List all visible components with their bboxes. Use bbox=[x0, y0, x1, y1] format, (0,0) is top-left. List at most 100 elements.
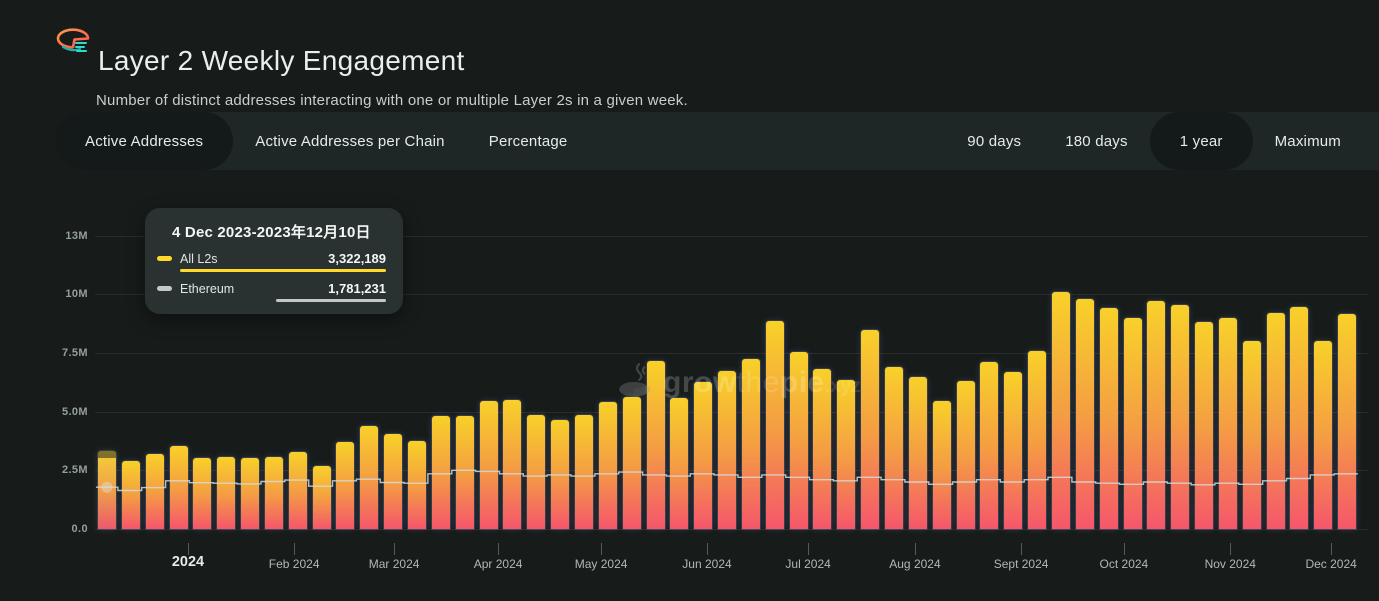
bar-week-47[interactable] bbox=[1195, 322, 1213, 529]
bar-week-29[interactable] bbox=[765, 320, 784, 529]
range-90-days[interactable]: 90 days bbox=[945, 112, 1043, 170]
x-axis-tick bbox=[808, 543, 810, 555]
ethereum-swatch-icon bbox=[157, 286, 172, 291]
bar-week-5[interactable] bbox=[193, 458, 212, 529]
chart-area: 0.0 2.5M 5.0M 7.5M 10M 13M 2024 Feb 2024 Mar 202… bbox=[62, 208, 1368, 580]
bar-week-36[interactable] bbox=[932, 401, 951, 529]
watermark: growthepie .xyz bbox=[616, 361, 861, 405]
bar-week-48[interactable] bbox=[1218, 317, 1237, 529]
y-axis-label: 5.0M bbox=[61, 406, 88, 418]
x-axis-label: Jun 2024 bbox=[682, 557, 732, 571]
tooltip-bar-track bbox=[180, 269, 386, 272]
range-maximum[interactable]: Maximum bbox=[1253, 112, 1363, 170]
bar-week-3[interactable] bbox=[145, 454, 164, 529]
bar-week-1[interactable] bbox=[97, 451, 116, 529]
hover-point-marker bbox=[101, 481, 113, 493]
bar-week-16[interactable] bbox=[455, 416, 474, 529]
bar-week-11[interactable] bbox=[336, 441, 355, 529]
bar-week-21[interactable] bbox=[574, 415, 593, 529]
range-1-year[interactable]: 1 year bbox=[1149, 112, 1253, 170]
bar-week-40[interactable] bbox=[1028, 351, 1047, 529]
bar-week-32[interactable] bbox=[837, 380, 856, 529]
x-axis-tick bbox=[914, 543, 916, 555]
bar-week-46[interactable] bbox=[1171, 304, 1190, 529]
tooltip-row-ethereum: Ethereum 1,781,231 bbox=[157, 281, 389, 296]
bar-week-44[interactable] bbox=[1123, 317, 1142, 529]
bar-week-38[interactable] bbox=[980, 362, 999, 529]
x-axis-label: Aug 2024 bbox=[889, 557, 941, 571]
bar-week-41[interactable] bbox=[1051, 292, 1070, 529]
tooltip-series-label: Ethereum bbox=[180, 281, 235, 296]
all-l2s-value-bar bbox=[180, 269, 386, 272]
bar-week-10[interactable] bbox=[312, 466, 331, 529]
bar-week-15[interactable] bbox=[431, 415, 450, 529]
bar-week-45[interactable] bbox=[1147, 301, 1166, 529]
x-axis-tick bbox=[394, 543, 396, 555]
y-axis-label: 7.5M bbox=[61, 347, 88, 359]
bar-week-23[interactable] bbox=[622, 396, 641, 529]
bar-week-18[interactable] bbox=[503, 400, 522, 529]
bar-week-28[interactable] bbox=[741, 358, 760, 529]
bar-week-22[interactable] bbox=[598, 402, 617, 529]
bar-week-34[interactable] bbox=[885, 367, 903, 529]
x-axis-tick bbox=[294, 543, 296, 555]
bar-week-33[interactable] bbox=[861, 330, 880, 529]
gridline bbox=[95, 294, 1368, 295]
bar-week-42[interactable] bbox=[1075, 298, 1094, 529]
watermark-suffix: .xyz bbox=[824, 376, 861, 397]
bar-week-9[interactable] bbox=[288, 451, 307, 529]
bar-week-51[interactable] bbox=[1290, 306, 1309, 529]
gridline bbox=[95, 353, 1368, 354]
x-axis-label: Dec 2024 bbox=[1305, 557, 1357, 571]
bar-week-12[interactable] bbox=[360, 425, 379, 529]
bar-week-50[interactable] bbox=[1266, 312, 1285, 529]
tab-percentage[interactable]: Percentage bbox=[467, 112, 590, 170]
bar-week-37[interactable] bbox=[956, 381, 975, 529]
tooltip-bar-track bbox=[180, 299, 386, 302]
watermark-text: growthepie bbox=[663, 366, 825, 399]
x-axis-tick bbox=[601, 543, 603, 555]
controls-bar: Active Addresses Active Addresses per Ch… bbox=[55, 112, 1379, 170]
tooltip-series-label: All L2s bbox=[180, 251, 218, 266]
bar-week-49[interactable] bbox=[1242, 341, 1261, 529]
tab-active-addresses-per-chain[interactable]: Active Addresses per Chain bbox=[233, 112, 466, 170]
bar-week-52[interactable] bbox=[1314, 341, 1333, 529]
bar-week-25[interactable] bbox=[670, 398, 689, 529]
ethereum-line bbox=[96, 469, 1358, 493]
x-axis-tick bbox=[706, 543, 708, 555]
bar-week-31[interactable] bbox=[813, 369, 832, 529]
range-180-days[interactable]: 180 days bbox=[1043, 112, 1149, 170]
gridline bbox=[95, 236, 1368, 237]
bar-week-35[interactable] bbox=[908, 377, 927, 529]
x-axis-label: May 2024 bbox=[574, 557, 628, 571]
bar-week-53[interactable] bbox=[1338, 314, 1357, 529]
bar-week-7[interactable] bbox=[241, 458, 259, 529]
tab-active-addresses[interactable]: Active Addresses bbox=[55, 112, 234, 170]
bar-week-27[interactable] bbox=[718, 370, 736, 529]
bar-week-17[interactable] bbox=[479, 400, 498, 529]
chart-tooltip: 4 Dec 2023-2023年12月10日 All L2s 3,322,189… bbox=[145, 208, 403, 314]
bar-week-14[interactable] bbox=[408, 440, 426, 529]
x-axis-label: Jul 2024 bbox=[785, 557, 831, 571]
bar-week-39[interactable] bbox=[1004, 372, 1023, 529]
y-axis-label: 2.5M bbox=[61, 464, 88, 476]
bar-week-13[interactable] bbox=[384, 433, 403, 529]
x-axis-tick bbox=[498, 543, 500, 555]
growthepie-watermark-icon bbox=[619, 363, 650, 397]
bar-week-30[interactable] bbox=[789, 351, 808, 529]
bar-week-26[interactable] bbox=[694, 382, 713, 529]
x-axis-tick bbox=[1123, 543, 1125, 555]
ethereum-value-bar bbox=[275, 299, 386, 302]
bar-week-4[interactable] bbox=[169, 446, 188, 529]
bar-week-19[interactable] bbox=[527, 415, 546, 529]
bar-week-6[interactable] bbox=[217, 457, 236, 529]
x-axis-label: Oct 2024 bbox=[1099, 557, 1149, 571]
bar-week-43[interactable] bbox=[1099, 308, 1118, 529]
x-axis-label: Mar 2024 bbox=[368, 557, 420, 571]
bar-week-8[interactable] bbox=[264, 457, 283, 529]
bar-week-24[interactable] bbox=[646, 360, 665, 529]
x-axis-label: 2024 bbox=[171, 554, 205, 570]
x-axis-label: Feb 2024 bbox=[268, 557, 320, 571]
bar-week-2[interactable] bbox=[121, 461, 140, 529]
